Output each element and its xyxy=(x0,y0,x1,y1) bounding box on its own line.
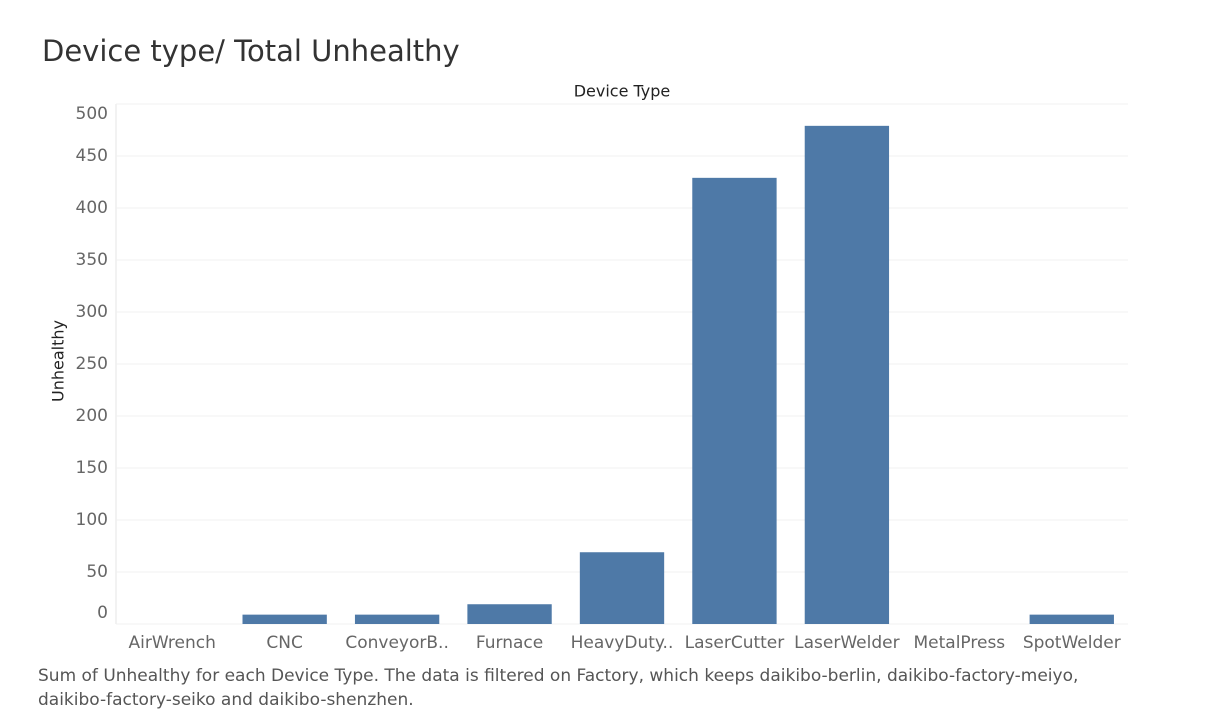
bar xyxy=(467,604,552,624)
bar xyxy=(354,614,440,624)
bar xyxy=(579,552,665,624)
y-tick-label: 100 xyxy=(76,510,108,530)
caption: Sum of Unhealthy for each Device Type. T… xyxy=(38,666,1078,686)
x-tick-label: SpotWelder xyxy=(1023,633,1121,653)
y-tick-label: 400 xyxy=(76,198,108,218)
x-tick-label: LaserCutter xyxy=(685,633,785,653)
x-tick-label: HeavyDuty.. xyxy=(571,633,674,653)
x-tick-label: LaserWelder xyxy=(794,633,899,653)
y-tick-label: 300 xyxy=(76,302,108,322)
bar xyxy=(1029,614,1114,624)
y-tick-label: 500 xyxy=(76,104,108,124)
x-tick-label: AirWrench xyxy=(129,633,216,653)
x-axis-title: Device Type xyxy=(574,82,671,101)
x-tick-label: Furnace xyxy=(476,633,543,653)
y-tick-label: 200 xyxy=(76,406,108,426)
y-tick-label: 150 xyxy=(76,458,108,478)
x-tick-label: CNC xyxy=(266,633,302,653)
x-tick-label: ConveyorB.. xyxy=(345,633,449,653)
y-tick-label: 450 xyxy=(76,146,108,166)
y-tick-label: 0 xyxy=(97,603,108,623)
caption: daikibo-factory-seiko and daikibo-shenzh… xyxy=(38,690,414,710)
bar xyxy=(692,177,777,624)
y-axis-title: Unhealthy xyxy=(49,320,68,402)
y-tick-label: 250 xyxy=(76,354,108,374)
y-tick-label: 50 xyxy=(86,562,108,582)
chart-title: Device type/ Total Unhealthy xyxy=(42,34,460,68)
x-tick-label: MetalPress xyxy=(913,633,1005,653)
bar xyxy=(242,614,327,624)
y-tick-label: 350 xyxy=(76,250,108,270)
bar xyxy=(804,125,890,624)
